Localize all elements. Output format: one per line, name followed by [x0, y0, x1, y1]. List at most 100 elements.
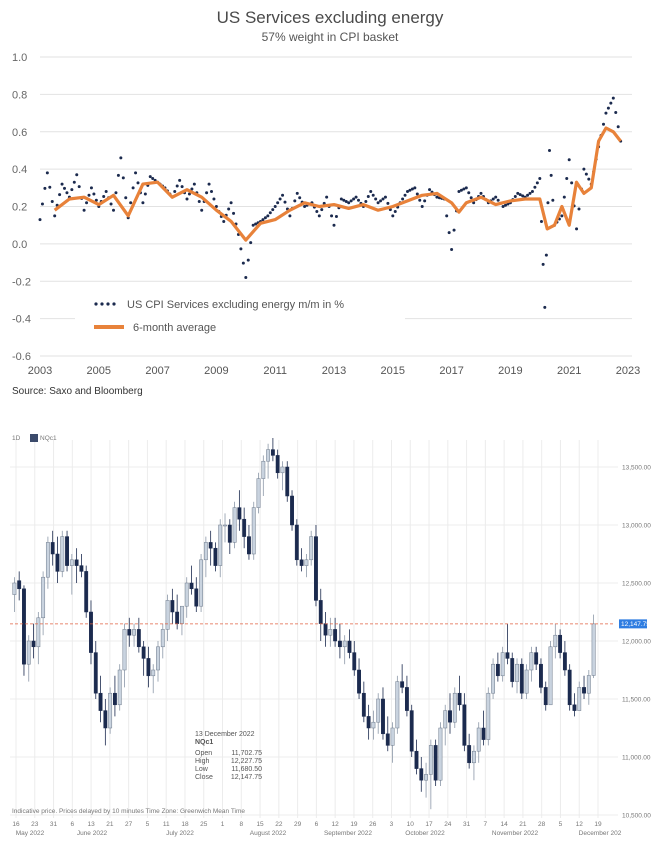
instrument-icon [30, 434, 38, 442]
candle [84, 565, 89, 618]
data-point [479, 191, 483, 195]
chart-subtitle: 57% weight in CPI basket [261, 30, 399, 44]
candle-body [55, 553, 60, 572]
candle [562, 641, 567, 676]
candle [318, 588, 323, 641]
candle [141, 641, 146, 676]
data-point [63, 186, 66, 190]
data-point [58, 193, 62, 197]
symbol-label[interactable]: NQc1 [40, 435, 57, 442]
candle [17, 571, 22, 601]
data-point [526, 193, 530, 197]
candle [285, 461, 290, 502]
candle [424, 762, 428, 798]
candle-body [385, 733, 390, 746]
data-point [72, 180, 76, 184]
candle-body [361, 692, 366, 717]
candle-body [223, 524, 227, 527]
candle [500, 646, 505, 682]
data-point [452, 228, 456, 232]
data-point [322, 201, 326, 205]
legend: US CPI Services excluding energy m/m in … [75, 293, 405, 341]
data-point [124, 196, 128, 200]
candle [251, 501, 256, 560]
candle-body [285, 466, 290, 497]
candle [395, 675, 400, 734]
last-price-value: 12,147.75 [621, 621, 650, 628]
candle [89, 600, 93, 665]
data-point [151, 176, 155, 180]
data-point [173, 190, 177, 194]
date-tick-label: 24 [444, 821, 452, 828]
data-point [205, 191, 209, 195]
data-point [450, 247, 454, 251]
data-point [339, 197, 343, 201]
candle-body [227, 524, 232, 543]
data-point [464, 186, 468, 190]
candle-body [553, 634, 558, 648]
data-point [501, 205, 505, 208]
series-cpi-dots [38, 96, 623, 309]
data-point [249, 241, 253, 245]
candle-body [510, 658, 515, 682]
data-point [317, 214, 321, 218]
candle [524, 664, 529, 699]
data-point [383, 195, 387, 199]
candle [232, 501, 237, 549]
data-point [180, 185, 184, 189]
interval-label[interactable]: 1D [12, 435, 21, 442]
data-point [401, 197, 405, 201]
price-tick-label: 11,500.00 [622, 697, 651, 704]
price-tick-label: 12,500.00 [622, 581, 651, 588]
candle [79, 554, 84, 578]
data-point [539, 219, 543, 223]
data-point [504, 203, 507, 207]
data-point [549, 173, 553, 177]
candle [591, 614, 596, 679]
x-tick-label: 2019 [498, 365, 522, 377]
date-tick-labels: 16 23 31 6 13 21 27 5 11 18 25 1 8 15 22 29 6 12 19 26 3 10 17… [12, 821, 602, 828]
candle [567, 664, 572, 711]
candle [376, 693, 381, 734]
y-tick-label: 0.6 [12, 127, 27, 139]
candle-body [500, 652, 505, 677]
candle [65, 530, 69, 572]
date-tick-label: 29 [294, 821, 302, 828]
candle-body [208, 542, 213, 549]
candle [50, 530, 55, 566]
candle [515, 658, 519, 694]
candle-body [45, 542, 50, 578]
candle [275, 449, 280, 479]
data-point [577, 207, 581, 211]
candle-body [572, 704, 577, 711]
candle [491, 658, 496, 699]
data-point [121, 176, 125, 180]
candle-body [184, 582, 189, 607]
candle [160, 623, 165, 659]
cpi-services-chart: 1.00.80.60.40.20.0-0.2-0.4-0.6 2003 2005 2… [12, 52, 640, 377]
candle-body [256, 478, 261, 508]
candle-body [218, 524, 223, 566]
candle-body [294, 524, 299, 561]
data-point [214, 205, 218, 208]
candle-body [146, 658, 151, 677]
candle [12, 577, 17, 612]
data-point [415, 192, 419, 196]
candle-body [26, 640, 31, 665]
candle [419, 757, 424, 792]
candle [270, 438, 275, 462]
data-point [75, 173, 79, 177]
candle [304, 554, 309, 578]
legend-dots-swatch [94, 302, 116, 306]
data-point [303, 205, 307, 208]
data-point [38, 218, 42, 222]
candle-body [567, 669, 572, 706]
candle-body [342, 640, 347, 648]
data-point [192, 182, 196, 186]
candle [36, 612, 41, 665]
data-point [187, 192, 191, 196]
candle [352, 641, 357, 676]
data-point [89, 186, 93, 190]
legend-label-cpi: US CPI Services excluding energy m/m in … [127, 299, 344, 311]
candle-body [266, 449, 271, 462]
